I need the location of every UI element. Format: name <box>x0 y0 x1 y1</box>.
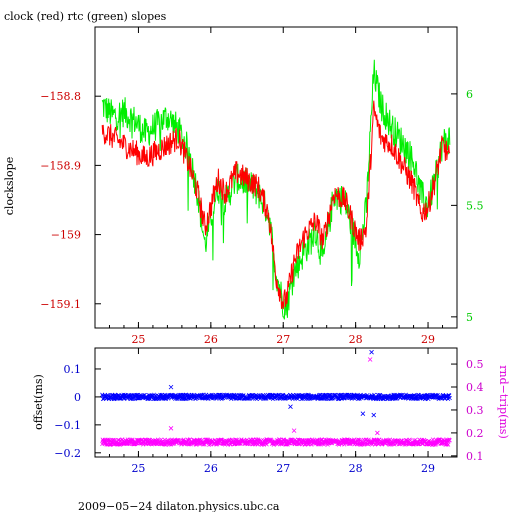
y-left-tick-label: −158.9 <box>40 159 81 172</box>
x-tick-label: 29 <box>421 333 435 346</box>
y-right-tick-label: 0.3 <box>466 404 484 417</box>
offset-y-axis-label: offset(ms) <box>32 374 45 430</box>
scatter-point-offset <box>288 404 293 409</box>
y-left-tick-label: −158.8 <box>40 90 81 103</box>
chart-title: clock (red) rtc (green) slopes <box>4 10 167 23</box>
x-tick-label: 25 <box>131 333 145 346</box>
y-right-tick-label: 6 <box>466 88 473 101</box>
x-tick-label: 27 <box>276 333 290 346</box>
x-tick-label: 25 <box>131 462 145 475</box>
slope-y-axis-label: clockslope <box>3 157 16 215</box>
x-tick-label: 26 <box>204 333 218 346</box>
scatter-point-rnd-trip <box>291 428 297 433</box>
scatter-point-offset <box>360 411 366 416</box>
scatter-point-rnd-trip <box>367 357 373 362</box>
y-left-tick-label: −159 <box>51 229 81 242</box>
y-right-tick-label: 5.5 <box>466 199 484 212</box>
y-left-tick-label: −0.1 <box>54 419 81 432</box>
x-tick-label: 28 <box>349 333 363 346</box>
y-left-tick-label: 0 <box>74 391 81 404</box>
offset-axes-layer: 25 26 27 28 29 0.1 0 −0.1 −0.2 0.1 0.2 0.3 0.4 0.5 <box>54 348 484 475</box>
scatter-point-rnd-trip <box>168 426 174 431</box>
y-right-tick-label: 5 <box>466 311 473 324</box>
series-line-rtc <box>101 59 451 320</box>
scatter-band-offset <box>100 392 452 402</box>
slope-chart: 25 26 27 28 29 −158.8 −158.9 −159 −159.1 5 5.5 6 cl… <box>3 26 484 346</box>
scatter-point-offset <box>371 412 377 418</box>
slope-series-layer <box>101 59 451 320</box>
footer-date-host: 2009−05−24 dilaton.physics.ubc.ca <box>78 500 280 512</box>
y-right-tick-label: 0.4 <box>466 381 484 394</box>
offset-chart: 25 26 27 28 29 0.1 0 −0.1 −0.2 0.1 0.2 0.3 0.4 0.5 of… <box>32 347 510 475</box>
x-tick-label: 29 <box>421 462 435 475</box>
slope-axes-layer: 25 26 27 28 29 −158.8 −158.9 −159 −159.1 5 5.5 6 <box>40 27 484 346</box>
y-left-tick-label: 0.1 <box>64 363 82 376</box>
scatter-point-offset <box>369 349 374 355</box>
x-tick-label: 27 <box>276 462 290 475</box>
scatter-point-rnd-trip <box>375 430 380 436</box>
offset-plot-frame <box>94 347 458 458</box>
y-right-tick-label: 0.2 <box>466 427 484 440</box>
y-right-tick-label: 0.1 <box>466 450 484 463</box>
x-tick-label: 28 <box>349 462 363 475</box>
slope-plot-frame <box>94 26 458 329</box>
y-left-tick-label: −159.1 <box>40 298 81 311</box>
x-tick-label: 26 <box>204 462 218 475</box>
rndtrip-y-axis-label: rnd−trip(ms) <box>497 365 510 439</box>
series-line-clock <box>101 100 451 310</box>
scatter-band-rnd-trip <box>100 437 452 447</box>
y-right-tick-label: 0.5 <box>466 358 484 371</box>
y-left-tick-label: −0.2 <box>54 447 81 460</box>
scatter-point-offset <box>168 384 174 390</box>
offset-series-layer <box>100 349 452 447</box>
